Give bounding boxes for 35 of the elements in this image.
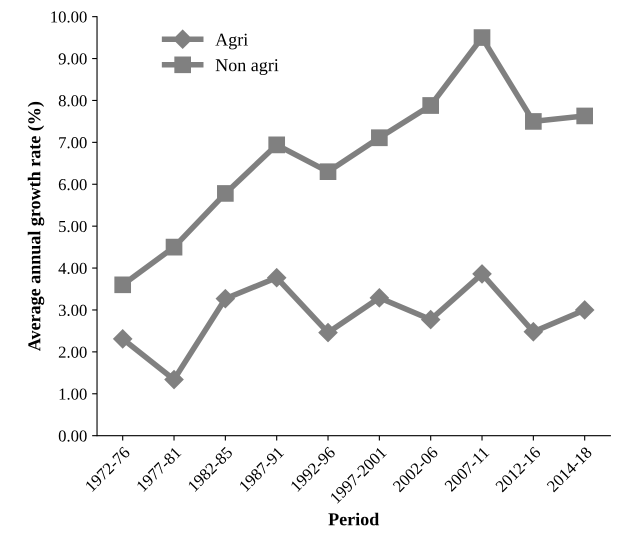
point bbox=[422, 97, 440, 114]
point bbox=[370, 288, 389, 308]
point bbox=[524, 322, 543, 342]
y-tick-label: 10.00 bbox=[51, 11, 87, 23]
point bbox=[217, 185, 234, 202]
y-tick-label: 6.00 bbox=[58, 178, 87, 190]
point bbox=[268, 136, 286, 154]
y-tick-label: 2.00 bbox=[58, 346, 87, 358]
legend-label: Non agri bbox=[216, 59, 278, 75]
point bbox=[320, 163, 336, 180]
point bbox=[164, 370, 184, 390]
point bbox=[575, 300, 594, 320]
y-tick-label: 1.00 bbox=[60, 388, 87, 400]
point bbox=[371, 129, 388, 146]
point bbox=[472, 264, 492, 284]
point bbox=[576, 108, 594, 124]
y-axis-title: Average annual growth rate (%) bbox=[28, 102, 44, 352]
point bbox=[474, 29, 490, 46]
y-tick-label: 0.00 bbox=[58, 430, 87, 442]
point bbox=[114, 276, 132, 294]
legend-label: Agri bbox=[215, 34, 248, 50]
point bbox=[113, 329, 132, 348]
y-tick-label: 3.00 bbox=[58, 304, 87, 316]
y-tick-label: 9.00 bbox=[58, 53, 87, 65]
y-tick-label: 4.00 bbox=[58, 262, 87, 274]
point bbox=[166, 238, 182, 256]
y-tick-label: 7.00 bbox=[59, 137, 87, 148]
y-tick-label: 5.00 bbox=[59, 220, 87, 232]
point bbox=[216, 289, 235, 308]
point bbox=[421, 310, 440, 330]
x-axis-title: Period bbox=[328, 512, 380, 526]
point bbox=[525, 113, 542, 130]
point bbox=[318, 323, 338, 342]
point bbox=[267, 268, 286, 288]
y-tick-label: 8.00 bbox=[58, 95, 87, 106]
